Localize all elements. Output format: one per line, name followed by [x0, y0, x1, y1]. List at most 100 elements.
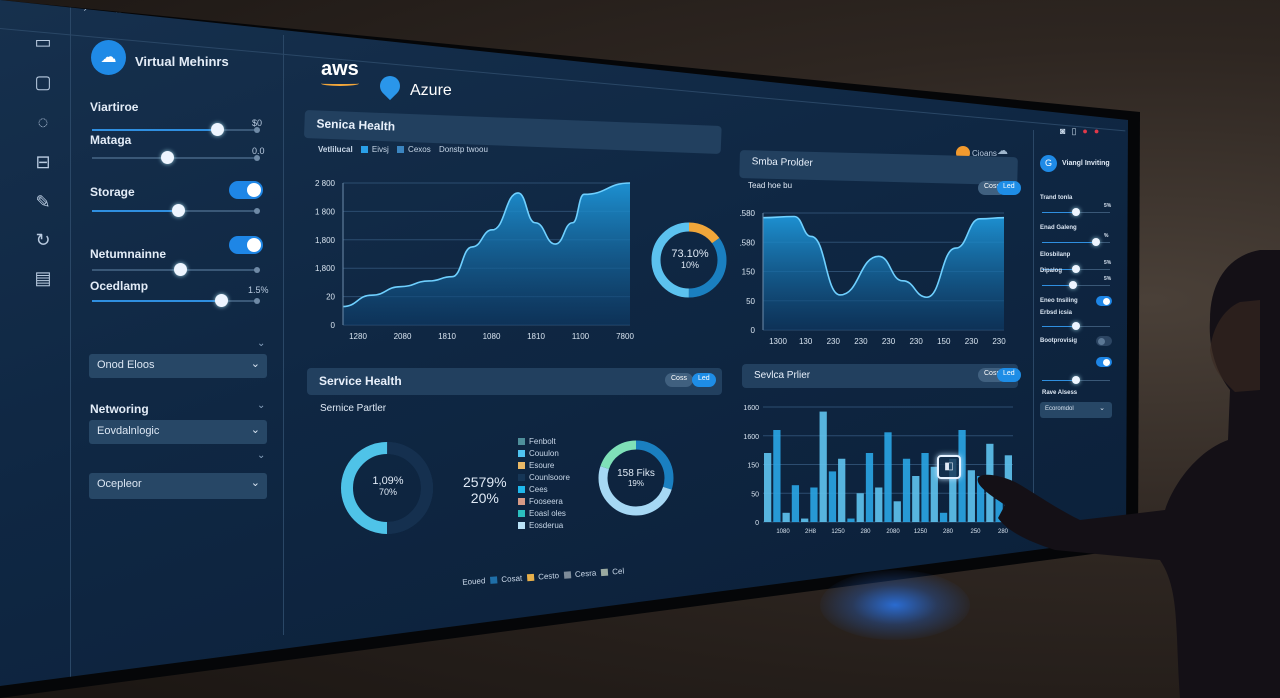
y-tick-label: 0 — [755, 520, 759, 527]
slider-label: Mataga — [90, 133, 132, 147]
right-slider[interactable] — [1042, 322, 1110, 330]
tooltip-icon[interactable]: ◧ — [937, 455, 961, 479]
x-tick-label: 1250 — [914, 529, 928, 535]
right-slider[interactable] — [1042, 265, 1110, 273]
x-tick-label: 1300 — [769, 337, 787, 346]
shield-icon[interactable]: ◌ — [37, 112, 49, 132]
slider-viartiroe[interactable] — [92, 123, 260, 136]
x-tick-label: 1280 — [349, 332, 367, 341]
search-icon[interactable]: ⌕ — [84, 0, 94, 15]
networking-toggle[interactable] — [229, 236, 263, 254]
right-slider[interactable] — [1042, 281, 1110, 289]
slider-value: 5% — [1104, 276, 1112, 282]
bar — [782, 512, 790, 522]
slider-mataga[interactable] — [92, 151, 260, 164]
bar — [847, 518, 855, 522]
x-tick-label: 280 — [860, 529, 871, 535]
divider — [1033, 130, 1034, 530]
bar — [801, 518, 809, 522]
led-button[interactable]: Led — [997, 368, 1021, 382]
y-tick-label: 1 800 — [315, 207, 336, 216]
cloud-icon: ☁ — [997, 145, 1008, 157]
donut-value: 158 Fiks — [617, 468, 655, 479]
y-tick-label: 150 — [742, 268, 756, 277]
chevron-down-icon[interactable]: ⌄ — [257, 400, 266, 411]
legend-label: Couulon — [529, 449, 559, 458]
panel-title: Service Health — [319, 374, 402, 388]
x-tick-label: 230 — [992, 337, 1006, 346]
monitor-icon[interactable]: ▭ — [34, 32, 52, 52]
led-button[interactable]: Led — [692, 373, 716, 387]
panel-subtitle: Sernice Partler — [320, 403, 387, 414]
right-toggle[interactable] — [1096, 357, 1112, 367]
slider-networking[interactable] — [92, 263, 260, 276]
x-tick-label: 280 — [943, 529, 954, 535]
legend-title: Vetlilucal — [318, 145, 353, 154]
bar — [838, 458, 846, 522]
window-icon[interactable]: ▤ — [34, 268, 52, 288]
notification-icon[interactable]: ● — [1082, 126, 1094, 136]
slider-storage[interactable] — [92, 204, 260, 217]
x-tick-label: 130 — [799, 337, 813, 346]
slider-label: Elosbilanp — [1040, 252, 1071, 258]
coss-button[interactable]: Coss — [665, 373, 693, 387]
camera-icon[interactable]: ◙ — [1060, 126, 1072, 136]
x-tick-label: 1250 — [831, 529, 845, 535]
right-toggle[interactable] — [1096, 296, 1112, 306]
pencil-icon[interactable]: ✎ — [35, 192, 51, 212]
slider-value: 5% — [1104, 203, 1112, 209]
slider-label: Storage — [90, 185, 135, 199]
x-tick-label: 2080 — [886, 529, 900, 535]
panel-header: Service Health — [307, 368, 722, 395]
donut-label: 158 Fiks 19% — [606, 468, 666, 488]
screen-glow — [820, 570, 970, 640]
panel-subtitle: Tead hoe bu — [748, 181, 793, 190]
chevron-down-icon[interactable]: ⌄ — [257, 338, 266, 349]
donut-chart-right — [598, 440, 674, 516]
legend-swatch — [601, 569, 609, 577]
led-button[interactable]: Led — [997, 181, 1021, 195]
x-tick-label: 250 — [970, 529, 981, 535]
legend-label: Cel — [611, 566, 625, 577]
bar — [856, 493, 864, 522]
bar — [893, 501, 901, 522]
legend-swatch — [518, 450, 525, 458]
legend-swatch — [563, 571, 572, 580]
right-toggle[interactable] — [1096, 336, 1112, 346]
alert-icon[interactable]: ● — [1093, 126, 1106, 136]
dropdown-eovdalnlogic[interactable]: Eovdalnlogic ⌄ — [89, 420, 267, 444]
y-tick-label: 20 — [326, 293, 335, 302]
y-tick-label: 0 — [331, 321, 336, 330]
x-tick-label: 230 — [882, 337, 896, 346]
right-dropdown[interactable]: Ecoromdol ⌄ — [1040, 402, 1112, 418]
networking-label: Networing — [90, 402, 149, 416]
donut-sub: 10% — [680, 260, 699, 270]
x-tick-label: 2H8 — [805, 529, 817, 535]
legend-label: Cesra — [574, 568, 597, 579]
briefcase-icon[interactable]: ⊟ — [35, 152, 51, 172]
slider-label: Enad Galeng — [1040, 225, 1077, 231]
dropdown-ocepleor[interactable]: Ocepleor ⌄ — [89, 473, 267, 499]
legend-swatch — [518, 462, 525, 470]
right-slider[interactable] — [1042, 376, 1110, 384]
dropdown-onod-eloos[interactable]: Onod Eloos ⌄ — [89, 354, 267, 378]
slider-ocedlamp[interactable] — [92, 294, 260, 307]
right-slider[interactable] — [1042, 238, 1110, 246]
chevron-down-icon[interactable]: ⌄ — [257, 450, 266, 461]
donut-label: 73.10% 10% — [660, 248, 720, 270]
legend-swatch — [518, 498, 525, 506]
slider-label: Netumnainne — [90, 247, 167, 261]
display-icon[interactable]: ▢ — [34, 72, 52, 92]
area-fill — [763, 216, 1004, 330]
refresh-icon[interactable]: ↻ — [35, 230, 51, 250]
panel-header: Sevlca Prlier — [742, 364, 1018, 388]
x-tick-label: 230 — [965, 337, 979, 346]
legend-swatch — [490, 576, 498, 585]
right-slider[interactable] — [1042, 208, 1110, 216]
x-tick-label: 1080 — [776, 529, 790, 535]
storage-toggle[interactable] — [229, 181, 263, 199]
y-tick-label: 2 800 — [315, 179, 336, 188]
bar — [902, 458, 911, 522]
battery-icon[interactable]: ▯ — [1071, 126, 1083, 136]
legend-label: Cees — [529, 485, 548, 494]
